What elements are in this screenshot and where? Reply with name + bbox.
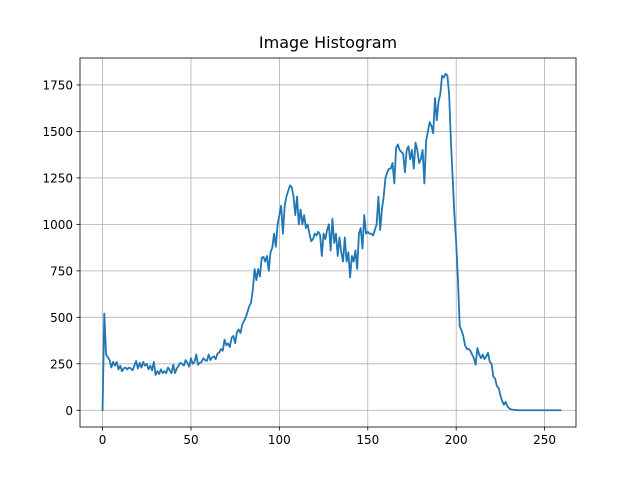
histogram-series-line [101,72,562,412]
y-tick-label: 1500 [42,125,73,139]
y-tick-label: 1000 [42,218,73,232]
x-axis-ticks: 0 50 100 150 200 250 [99,427,556,447]
plot-frame [79,57,577,428]
x-tick-label: 250 [533,433,556,447]
chart-title: Image Histogram [258,33,398,52]
x-tick-label: 200 [445,433,468,447]
x-tick-label: 150 [356,433,379,447]
y-tick-label: 1250 [42,171,73,185]
y-tick-label: 0 [65,404,73,418]
grid-lines [80,58,576,427]
x-tick-label: 100 [268,433,291,447]
series-layer [101,72,562,412]
y-axis-ticks: 0 250 500 750 1000 1250 1500 1750 [42,78,80,418]
x-tick-label: 0 [99,433,107,447]
plot-background [80,58,576,427]
x-tick-label: 50 [183,433,198,447]
y-tick-label: 1750 [42,78,73,92]
y-tick-label: 750 [50,264,73,278]
y-tick-label: 250 [50,357,73,371]
y-tick-label: 500 [50,311,73,325]
